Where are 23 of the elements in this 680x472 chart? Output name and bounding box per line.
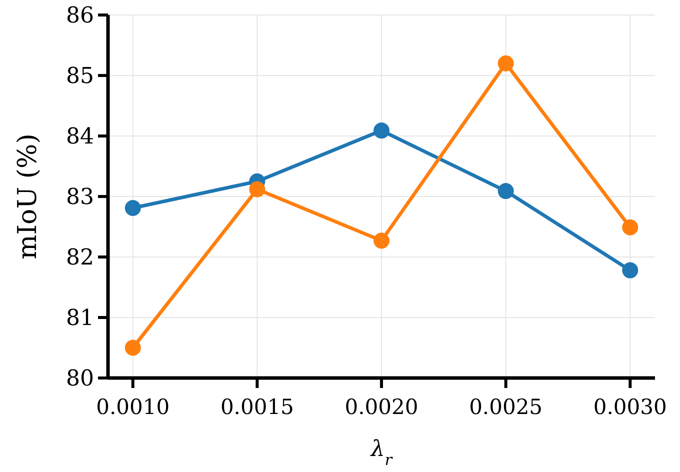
- point: [249, 181, 266, 198]
- point: [124, 340, 141, 356]
- y-tick-label: 81: [66, 306, 94, 332]
- y-tick-label: 85: [66, 64, 94, 90]
- y-tick-label: 86: [66, 4, 94, 29]
- point: [622, 262, 638, 278]
- point: [374, 122, 390, 139]
- x-tick-label: 0.0030: [593, 395, 667, 419]
- x-axis-title: λ$_{r}$: [370, 437, 394, 469]
- x-tick-label: 0.0025: [469, 395, 543, 419]
- point: [498, 55, 514, 72]
- y-tick-label: 82: [66, 246, 94, 271]
- point: [498, 183, 514, 200]
- x-tick-label: 0.0010: [96, 395, 170, 419]
- point: [374, 232, 390, 249]
- y-tick-label: 83: [66, 185, 94, 210]
- y-tick-label: 80: [66, 366, 94, 392]
- point: [622, 219, 638, 236]
- y-tick-label: 84: [66, 124, 94, 150]
- point: [124, 200, 141, 216]
- y-axis-title: mIoU (%): [13, 134, 43, 260]
- x-tick-label: 0.0015: [220, 395, 294, 419]
- x-tick-label: 0.0020: [344, 395, 418, 419]
